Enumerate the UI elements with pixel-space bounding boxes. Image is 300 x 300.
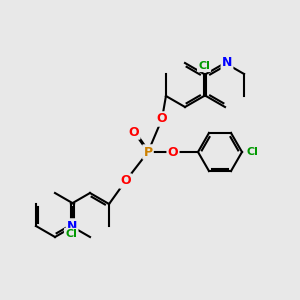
Text: O: O xyxy=(129,125,139,139)
Text: N: N xyxy=(222,56,232,70)
Text: O: O xyxy=(120,175,131,188)
Text: O: O xyxy=(157,112,167,125)
Text: Cl: Cl xyxy=(65,229,77,239)
Text: N: N xyxy=(67,220,77,232)
Text: Cl: Cl xyxy=(198,61,210,71)
Text: Cl: Cl xyxy=(246,147,258,157)
Text: O: O xyxy=(168,146,178,158)
Text: P: P xyxy=(143,146,153,158)
